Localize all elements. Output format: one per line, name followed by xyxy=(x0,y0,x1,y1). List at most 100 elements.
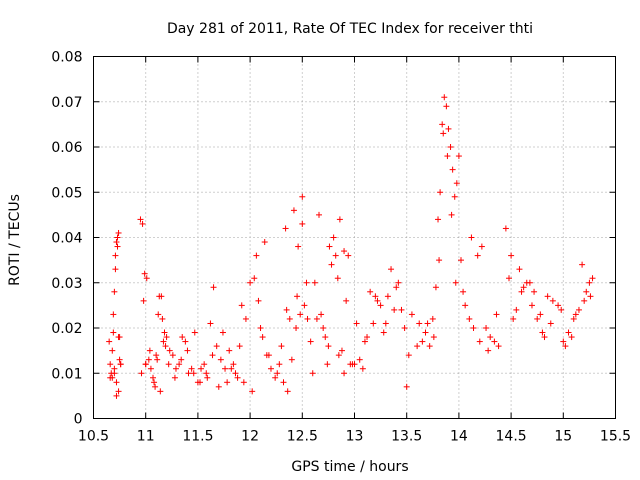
data-point xyxy=(483,325,490,331)
data-point xyxy=(158,293,165,300)
data-point xyxy=(440,130,447,137)
data-point xyxy=(429,315,436,322)
data-point xyxy=(364,334,371,341)
data-point xyxy=(247,279,254,286)
data-point xyxy=(587,293,594,300)
data-point xyxy=(422,329,429,336)
data-point xyxy=(196,379,203,386)
data-point xyxy=(541,334,548,341)
data-point xyxy=(405,352,412,359)
data-point xyxy=(116,356,123,363)
data-point xyxy=(255,297,262,304)
data-point xyxy=(581,297,588,304)
data-point xyxy=(238,302,245,309)
data-point xyxy=(555,302,562,309)
data-point xyxy=(157,388,164,395)
data-point xyxy=(249,388,256,395)
data-point xyxy=(150,374,157,381)
y-tick-labels: 0 0.01 0.02 0.03 0.04 0.05 0.06 0.07 0.08 xyxy=(51,50,82,428)
data-point xyxy=(388,266,395,273)
data-point xyxy=(466,315,473,322)
data-point xyxy=(143,275,150,282)
data-point xyxy=(414,343,421,350)
data-point xyxy=(232,370,239,377)
data-point xyxy=(335,352,342,359)
data-point xyxy=(547,320,554,327)
data-point xyxy=(419,338,426,345)
data-point xyxy=(345,252,352,259)
data-point xyxy=(502,225,509,232)
data-point xyxy=(236,343,243,350)
data-point xyxy=(230,361,237,368)
data-point xyxy=(161,329,168,336)
data-point xyxy=(444,153,451,160)
data-point xyxy=(430,334,437,341)
data-point xyxy=(251,275,258,282)
data-point xyxy=(334,275,341,282)
data-point xyxy=(217,356,224,363)
y-tick-label: 0.01 xyxy=(51,366,82,382)
data-point xyxy=(311,279,318,286)
data-point xyxy=(377,302,384,309)
x-tick-label: 13.5 xyxy=(391,429,422,445)
data-point xyxy=(179,334,186,341)
data-point xyxy=(242,315,249,322)
data-point xyxy=(447,144,454,150)
y-tick-label: 0.05 xyxy=(51,185,82,201)
data-point xyxy=(111,370,118,377)
data-point xyxy=(228,365,235,372)
data-point xyxy=(115,229,122,236)
data-point xyxy=(154,356,161,363)
data-point xyxy=(336,216,343,223)
data-point xyxy=(531,288,538,295)
data-point xyxy=(309,370,316,377)
data-point xyxy=(478,243,485,250)
data-point xyxy=(209,352,216,359)
x-tick-label: 15 xyxy=(554,429,572,445)
data-point xyxy=(163,334,170,341)
data-point xyxy=(324,361,331,368)
data-point xyxy=(343,297,350,304)
data-point xyxy=(153,352,160,359)
data-point xyxy=(288,356,295,363)
data-point xyxy=(191,329,198,336)
data-point xyxy=(222,365,229,372)
data-point xyxy=(226,347,233,354)
data-point xyxy=(213,343,220,350)
data-point xyxy=(234,374,241,381)
data-point xyxy=(579,261,586,268)
data-point xyxy=(439,121,446,128)
data-point xyxy=(282,225,289,232)
data-point xyxy=(283,306,290,313)
data-point xyxy=(326,243,333,250)
data-point xyxy=(374,297,381,304)
data-point xyxy=(107,374,114,381)
data-point xyxy=(449,166,456,173)
data-point xyxy=(534,315,541,322)
data-point xyxy=(137,216,144,223)
data-point xyxy=(278,343,285,350)
data-point xyxy=(267,365,274,372)
data-point xyxy=(265,352,272,359)
data-point xyxy=(424,320,431,327)
x-axis-label: GPS time / hours xyxy=(291,459,408,475)
data-point xyxy=(572,311,579,318)
data-point xyxy=(485,347,492,354)
data-point xyxy=(276,361,283,368)
data-point xyxy=(356,356,363,363)
data-point xyxy=(147,365,154,372)
data-point xyxy=(560,338,567,345)
data-point xyxy=(395,279,402,286)
data-point xyxy=(274,370,281,377)
data-point xyxy=(562,343,569,350)
data-point xyxy=(426,343,433,350)
data-point xyxy=(198,365,205,372)
data-point xyxy=(382,320,389,327)
x-tick-label: 10.5 xyxy=(78,429,109,445)
data-point xyxy=(114,243,121,250)
data-point xyxy=(182,338,189,345)
data-point xyxy=(539,329,546,336)
data-point xyxy=(184,347,191,354)
y-tick-label: 0.08 xyxy=(51,50,82,66)
data-point xyxy=(299,193,306,200)
